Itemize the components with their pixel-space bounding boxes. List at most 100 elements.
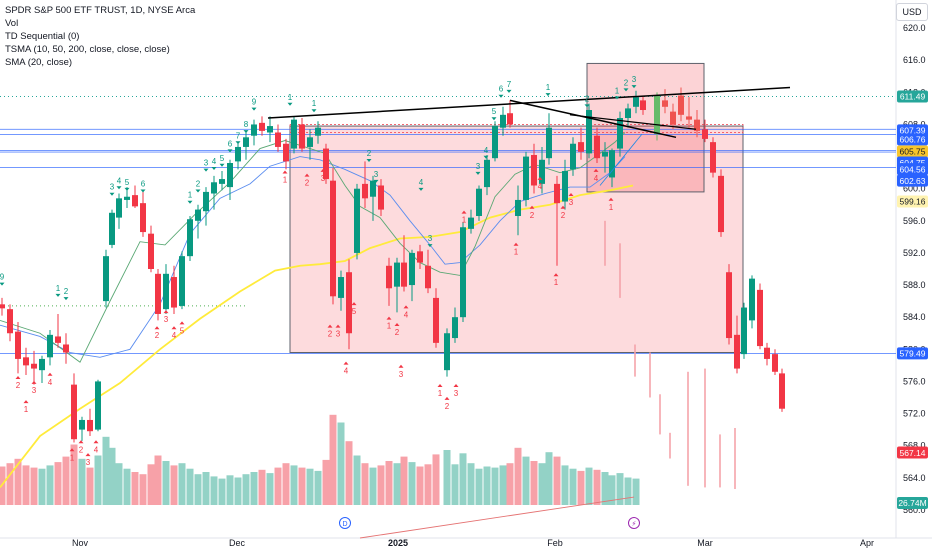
volume-bar xyxy=(624,477,632,505)
candle-body xyxy=(132,195,138,207)
price-badge xyxy=(897,90,928,103)
legend-sma[interactable]: SMA (20, close) xyxy=(5,57,73,68)
volume-bar xyxy=(491,467,499,505)
volume-bar xyxy=(361,463,369,505)
volume-bar xyxy=(601,472,609,505)
time-tick-label: Nov xyxy=(72,538,89,548)
volume-bar xyxy=(186,468,194,505)
time-tick-label: Dec xyxy=(229,538,246,548)
volume-bar xyxy=(178,463,186,505)
td-buy-setup-marker xyxy=(148,249,154,253)
candle-body xyxy=(259,122,265,131)
td-sell-setup-marker xyxy=(227,149,233,153)
sma50-line xyxy=(0,184,634,488)
td-buy-setup-marker xyxy=(343,361,349,365)
trendline xyxy=(599,133,643,186)
volume-bar xyxy=(385,461,393,505)
candles[interactable] xyxy=(0,87,785,443)
volume-bar xyxy=(266,473,274,505)
volume-bar xyxy=(467,463,475,505)
volume-bar xyxy=(314,470,322,505)
candle-body xyxy=(330,180,336,297)
candle-body xyxy=(299,124,305,149)
td-buy-setup-marker xyxy=(93,440,99,444)
td-buy-setup-marker xyxy=(529,205,535,209)
legend-volume[interactable]: Vol xyxy=(5,18,19,29)
price-tick-label: 600.0 xyxy=(903,184,926,194)
trendlines[interactable] xyxy=(267,86,791,539)
td-sell-setup-marker xyxy=(631,85,637,89)
td-count-label: 2 xyxy=(196,179,201,188)
time-axis[interactable]: Nov Dec 2025 Feb Mar Apr xyxy=(72,538,874,548)
candle-body xyxy=(633,97,639,107)
candle-body xyxy=(171,277,177,308)
td-count-label: 2 xyxy=(445,402,450,411)
candle-body xyxy=(267,126,273,133)
td-sell-setup-marker xyxy=(287,102,293,106)
currency-button[interactable]: USD xyxy=(896,3,928,21)
td-buy-setup-marker xyxy=(327,324,333,328)
price-badge-label: 602.63 xyxy=(900,176,926,186)
td-count-label: 4 xyxy=(172,331,177,340)
candle-body xyxy=(625,108,631,119)
price-badge-label: 567.14 xyxy=(900,448,926,458)
candle-body xyxy=(163,273,169,310)
price-tick-label: 572.0 xyxy=(903,409,926,419)
candle-body xyxy=(741,307,747,355)
td-buy-setup-marker xyxy=(461,210,467,214)
price-badge xyxy=(897,195,928,208)
candle-body xyxy=(219,179,225,184)
td-sell-setup-marker xyxy=(243,130,249,134)
time-tick-label: Feb xyxy=(547,538,563,548)
price-tick-label: 564.0 xyxy=(903,473,926,483)
td-buy-setup-marker xyxy=(537,176,543,180)
candle-body xyxy=(654,95,660,135)
legend-tsma[interactable]: TSMA (10, 50, 200, close, close, close) xyxy=(5,44,170,55)
td-count-label: 3 xyxy=(632,75,637,84)
price-tick-label: 620.0 xyxy=(903,23,926,33)
event-markers[interactable]: D ⚡ xyxy=(339,517,640,529)
earnings-marker[interactable] xyxy=(628,517,640,529)
candle-body xyxy=(124,196,130,200)
candle-body xyxy=(155,273,161,314)
candle-body xyxy=(662,100,668,107)
candle-body xyxy=(554,183,560,204)
candle-body xyxy=(109,212,115,245)
candle-body xyxy=(370,180,376,197)
td-buy-setup-marker xyxy=(179,321,185,325)
legend-symbol-title[interactable]: SPDR S&P 500 ETF TRUST, 1D, NYSE Arca xyxy=(5,5,196,16)
td-buy-setup-marker xyxy=(335,324,341,328)
dotted-band xyxy=(289,124,744,133)
price-badge-label: 606.76 xyxy=(900,135,926,145)
volume-bar xyxy=(162,461,170,505)
td-sell-setup-marker xyxy=(187,200,193,204)
candle-body xyxy=(7,309,13,334)
candle-body xyxy=(47,334,53,358)
volume-bar xyxy=(408,462,416,505)
price-tick-label: 616.0 xyxy=(903,55,926,65)
td-count-label: 4 xyxy=(419,178,424,187)
volume-bar xyxy=(499,465,507,505)
legend-td-sequential[interactable]: TD Sequential (0) xyxy=(5,31,80,42)
td-sell-setup-marker xyxy=(623,88,629,92)
td-sell-setup-marker xyxy=(506,89,512,93)
candle-body xyxy=(195,209,201,221)
candle-body xyxy=(640,100,646,111)
candle-body xyxy=(460,227,466,318)
volume-bar xyxy=(322,459,330,505)
td-buy-setup-marker xyxy=(453,384,459,388)
volume-bar xyxy=(86,467,94,505)
td-buy-setup-marker xyxy=(608,197,614,201)
volume-bar xyxy=(337,422,345,505)
volume-bar xyxy=(115,463,123,505)
candle-body xyxy=(531,154,537,186)
td-count-label: 1 xyxy=(288,93,293,102)
dividend-marker[interactable] xyxy=(339,517,351,529)
td-sell-setup-marker xyxy=(195,189,201,193)
volume-bar xyxy=(226,475,234,505)
candle-body xyxy=(354,188,360,253)
volume-bar xyxy=(131,472,139,505)
td-count-label: 3 xyxy=(428,234,433,243)
volume-bar xyxy=(616,473,624,505)
